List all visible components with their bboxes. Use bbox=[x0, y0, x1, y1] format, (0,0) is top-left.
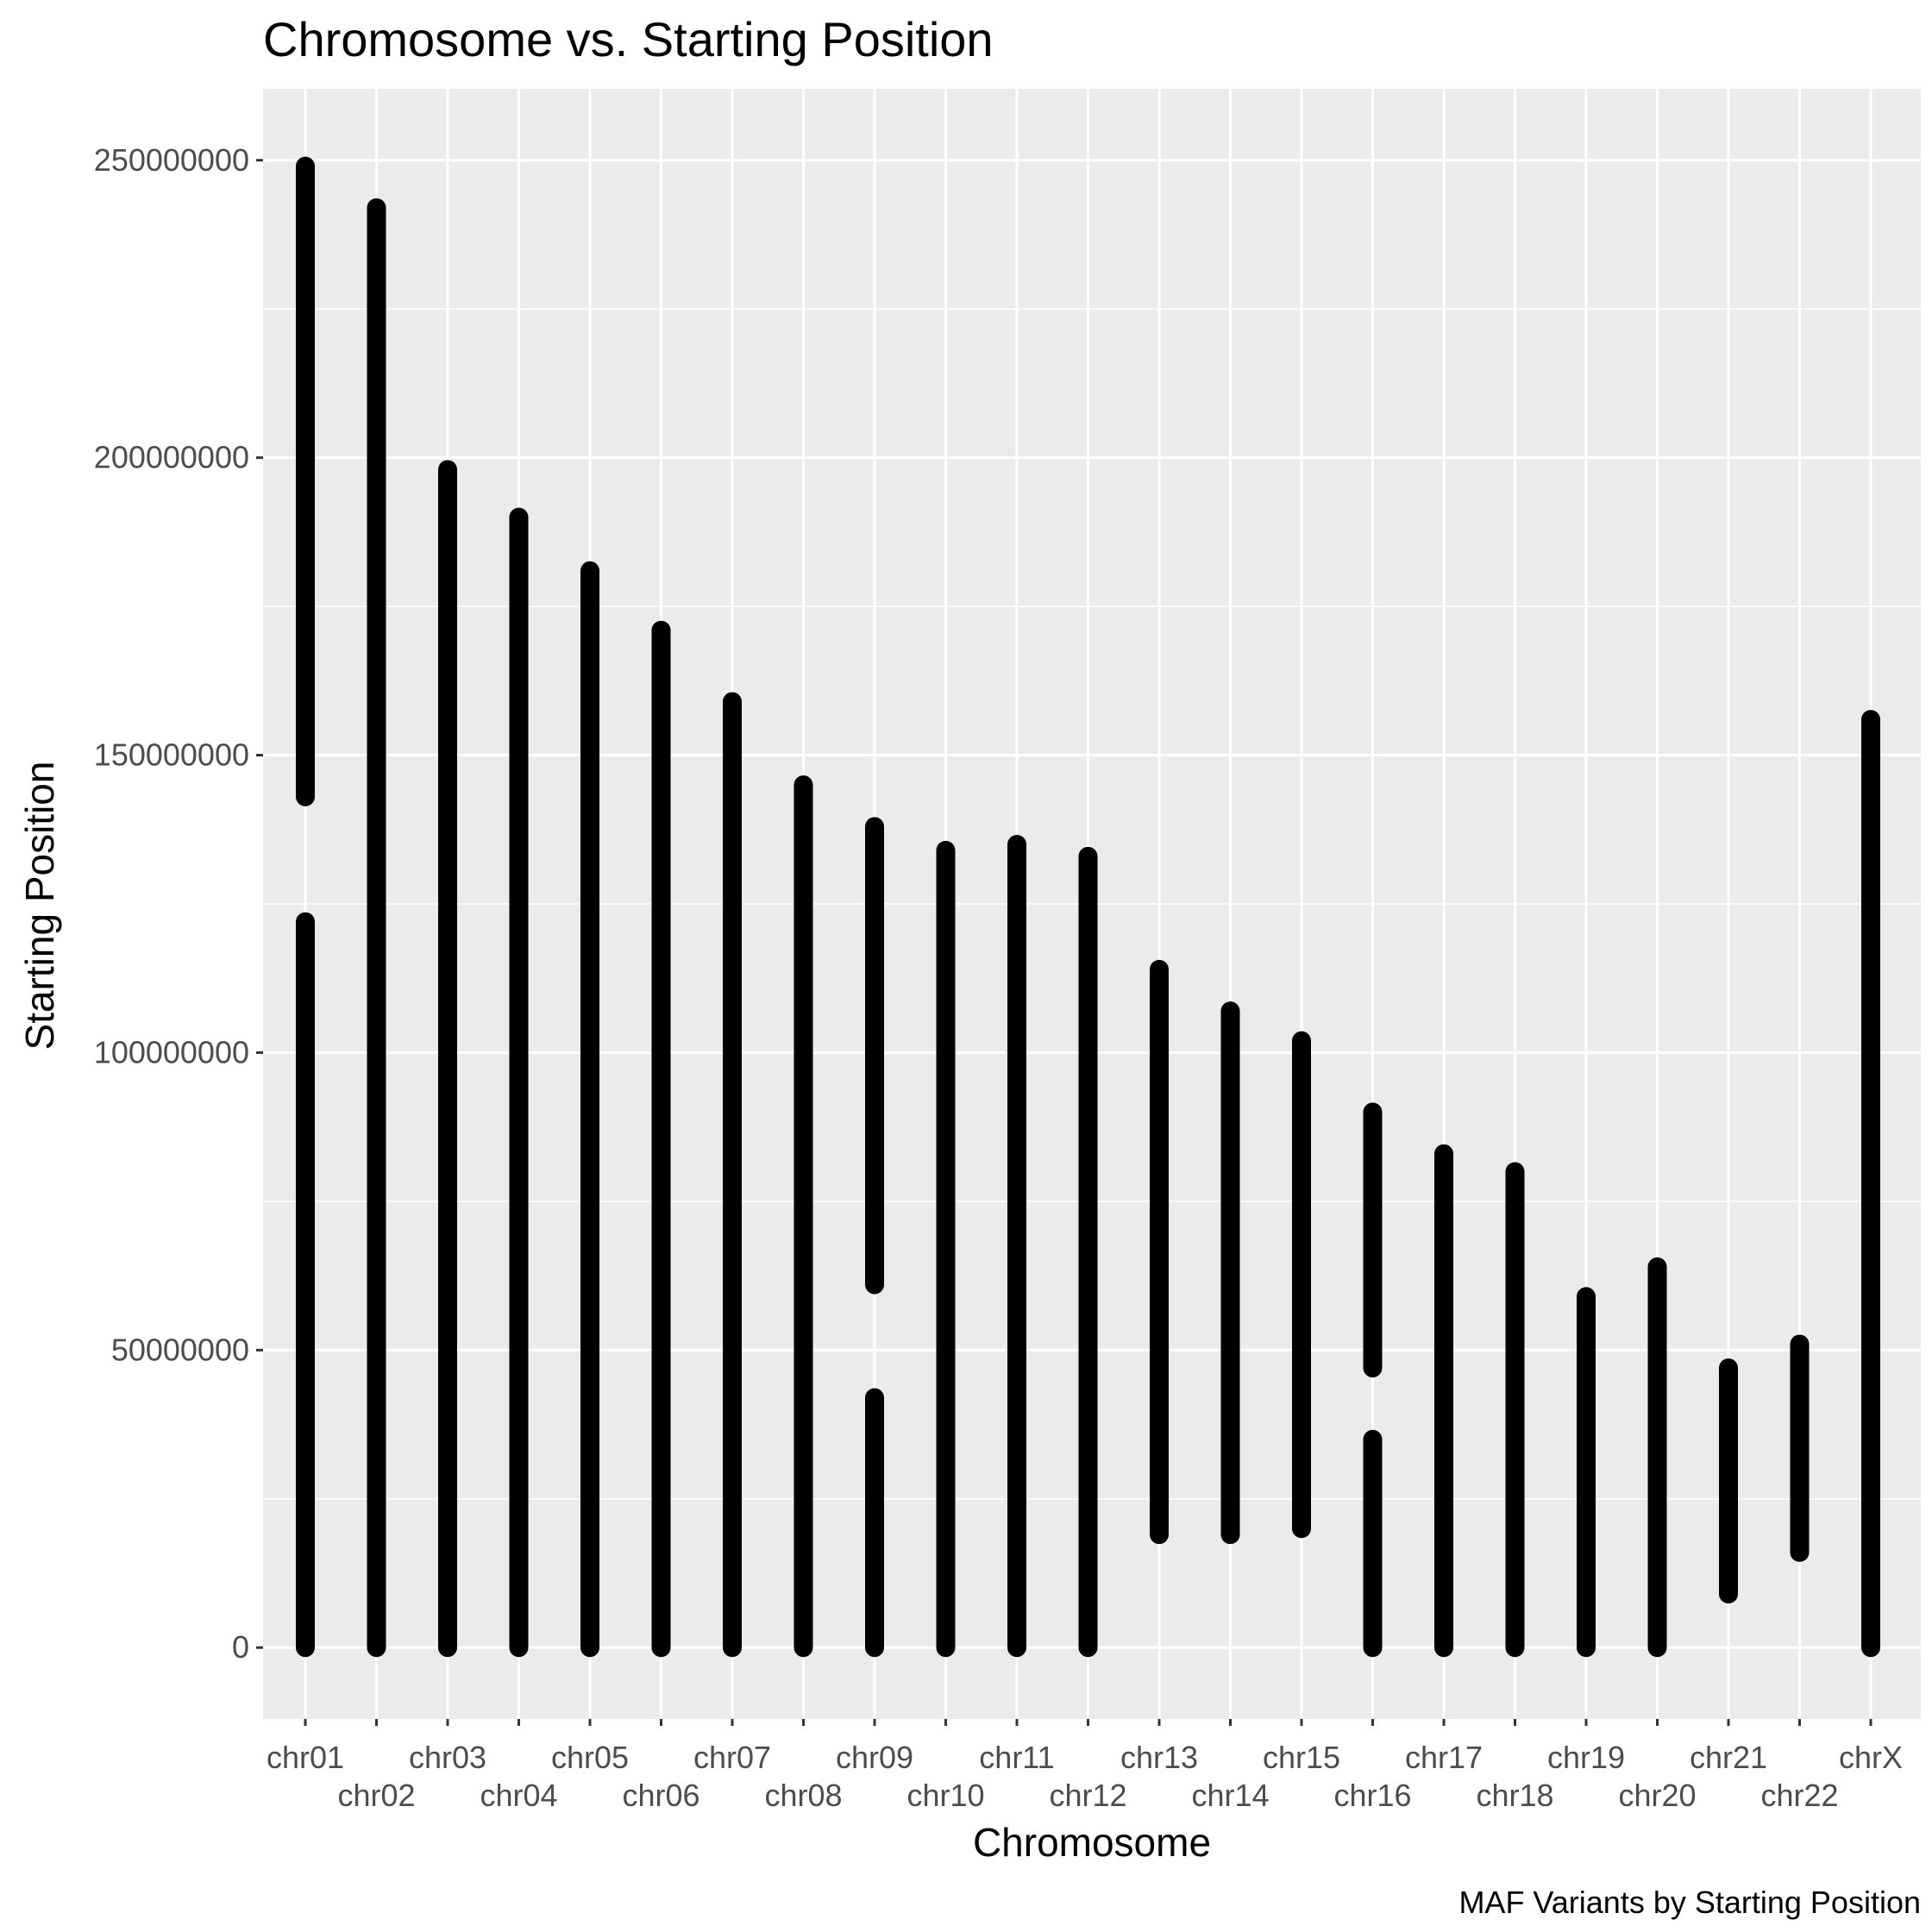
y-axis-title: Starting Position bbox=[17, 762, 62, 1051]
x-tick-label: chr10 bbox=[906, 1778, 984, 1813]
x-tick-label: chrX bbox=[1839, 1740, 1903, 1775]
y-tick-label: 200000000 bbox=[94, 440, 249, 475]
y-tick-label: 50000000 bbox=[111, 1332, 249, 1367]
y-tick-label: 100000000 bbox=[94, 1034, 249, 1070]
x-tick-label: chr20 bbox=[1618, 1778, 1696, 1813]
x-tick-label: chr04 bbox=[480, 1778, 557, 1813]
x-tick-label: chr14 bbox=[1191, 1778, 1269, 1813]
x-axis: chr01chr02chr03chr04chr05chr06chr07chr08… bbox=[267, 1719, 1903, 1813]
x-tick-label: chr05 bbox=[551, 1740, 629, 1775]
x-tick-label: chr18 bbox=[1476, 1778, 1553, 1813]
y-tick-label: 0 bbox=[232, 1629, 249, 1665]
x-tick-label: chr16 bbox=[1333, 1778, 1411, 1813]
x-tick-label: chr15 bbox=[1263, 1740, 1340, 1775]
x-tick-label: chr08 bbox=[764, 1778, 842, 1813]
data-points bbox=[296, 156, 1880, 1658]
x-tick-label: chr13 bbox=[1120, 1740, 1198, 1775]
x-tick-label: chr22 bbox=[1760, 1778, 1838, 1813]
x-axis-title: Chromosome bbox=[973, 1820, 1211, 1865]
y-tick-label: 150000000 bbox=[94, 737, 249, 773]
x-tick-label: chr11 bbox=[979, 1740, 1054, 1775]
x-tick-label: chr06 bbox=[622, 1778, 699, 1813]
x-tick-label: chr17 bbox=[1405, 1740, 1483, 1775]
x-tick-label: chr02 bbox=[337, 1778, 415, 1813]
x-tick-label: chr03 bbox=[409, 1740, 486, 1775]
chart-caption: MAF Variants by Starting Position bbox=[1458, 1885, 1921, 1920]
x-tick-label: chr01 bbox=[267, 1740, 344, 1775]
x-tick-label: chr12 bbox=[1049, 1778, 1126, 1813]
x-tick-label: chr19 bbox=[1547, 1740, 1625, 1775]
chart-title: Chromosome vs. Starting Position bbox=[263, 12, 994, 66]
x-tick-label: chr21 bbox=[1690, 1740, 1767, 1775]
y-axis: 0 50000000 100000000 150000000 200000000 2500… bbox=[94, 142, 263, 1665]
y-tick-label: 250000000 bbox=[94, 142, 249, 178]
x-tick-label: chr07 bbox=[693, 1740, 771, 1775]
x-tick-label: chr09 bbox=[836, 1740, 913, 1775]
